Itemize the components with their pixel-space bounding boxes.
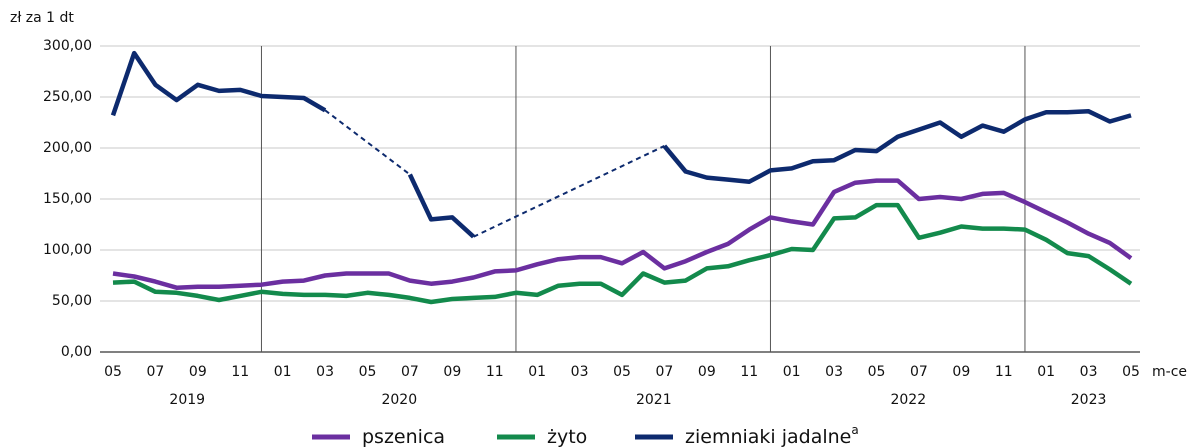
x-axis-label: m-ce bbox=[1152, 364, 1187, 380]
y-tick-label: 100,00 bbox=[43, 242, 92, 258]
x-tick-label: 05 bbox=[1122, 364, 1140, 380]
x-tick-label: 03 bbox=[571, 364, 589, 380]
x-tick-label: 05 bbox=[359, 364, 377, 380]
gap-connector bbox=[473, 145, 665, 238]
y-tick-label: 300,00 bbox=[43, 38, 92, 54]
legend-note: a bbox=[851, 423, 858, 437]
gap-connector bbox=[324, 109, 411, 176]
x-tick-label: 07 bbox=[401, 364, 419, 380]
x-tick-label: 07 bbox=[147, 364, 165, 380]
x-tick-label: 11 bbox=[231, 364, 249, 380]
x-tick-label: 05 bbox=[104, 364, 122, 380]
x-tick-label: 03 bbox=[1080, 364, 1098, 380]
y-tick-label: 50,00 bbox=[52, 293, 92, 309]
x-tick-label: 01 bbox=[783, 364, 801, 380]
x-tick-label: 09 bbox=[952, 364, 970, 380]
x-tick-label: 03 bbox=[316, 364, 334, 380]
line-series bbox=[112, 178, 1133, 290]
y-axis-label: zł za 1 dt bbox=[10, 10, 74, 26]
line-series bbox=[112, 202, 1133, 305]
year-label: 2023 bbox=[1071, 392, 1107, 408]
x-tick-label: 05 bbox=[868, 364, 886, 380]
x-tick-label: 09 bbox=[443, 364, 461, 380]
y-tick-label: 0,00 bbox=[61, 344, 92, 360]
x-tick-label: 07 bbox=[910, 364, 928, 380]
year-label: 2022 bbox=[890, 392, 926, 408]
x-tick-label: 01 bbox=[1037, 364, 1055, 380]
x-tick-label: 07 bbox=[656, 364, 674, 380]
y-tick-label: 150,00 bbox=[43, 191, 92, 207]
legend-label: żyto bbox=[547, 426, 587, 447]
x-tick-label: 01 bbox=[528, 364, 546, 380]
x-tick-label: 05 bbox=[613, 364, 631, 380]
x-tick-label: 11 bbox=[995, 364, 1013, 380]
x-tick-label: 01 bbox=[274, 364, 292, 380]
x-tick-label: 09 bbox=[189, 364, 207, 380]
x-tick-label: 09 bbox=[698, 364, 716, 380]
y-tick-label: 200,00 bbox=[43, 140, 92, 156]
x-tick-label: 11 bbox=[740, 364, 758, 380]
line-series bbox=[110, 50, 1132, 239]
year-label: 2020 bbox=[381, 392, 417, 408]
legend-name: pszenica bbox=[362, 426, 445, 447]
legend-name: ziemniaki jadalne bbox=[685, 426, 851, 447]
x-tick-label: 11 bbox=[486, 364, 504, 380]
x-tick-label: 03 bbox=[825, 364, 843, 380]
legend-label: ziemniaki jadalnea bbox=[685, 423, 859, 447]
year-label: 2019 bbox=[169, 392, 205, 408]
legend-label: pszenica bbox=[362, 426, 445, 447]
legend-name: żyto bbox=[547, 426, 587, 447]
y-tick-label: 250,00 bbox=[43, 89, 92, 105]
year-label: 2021 bbox=[636, 392, 672, 408]
